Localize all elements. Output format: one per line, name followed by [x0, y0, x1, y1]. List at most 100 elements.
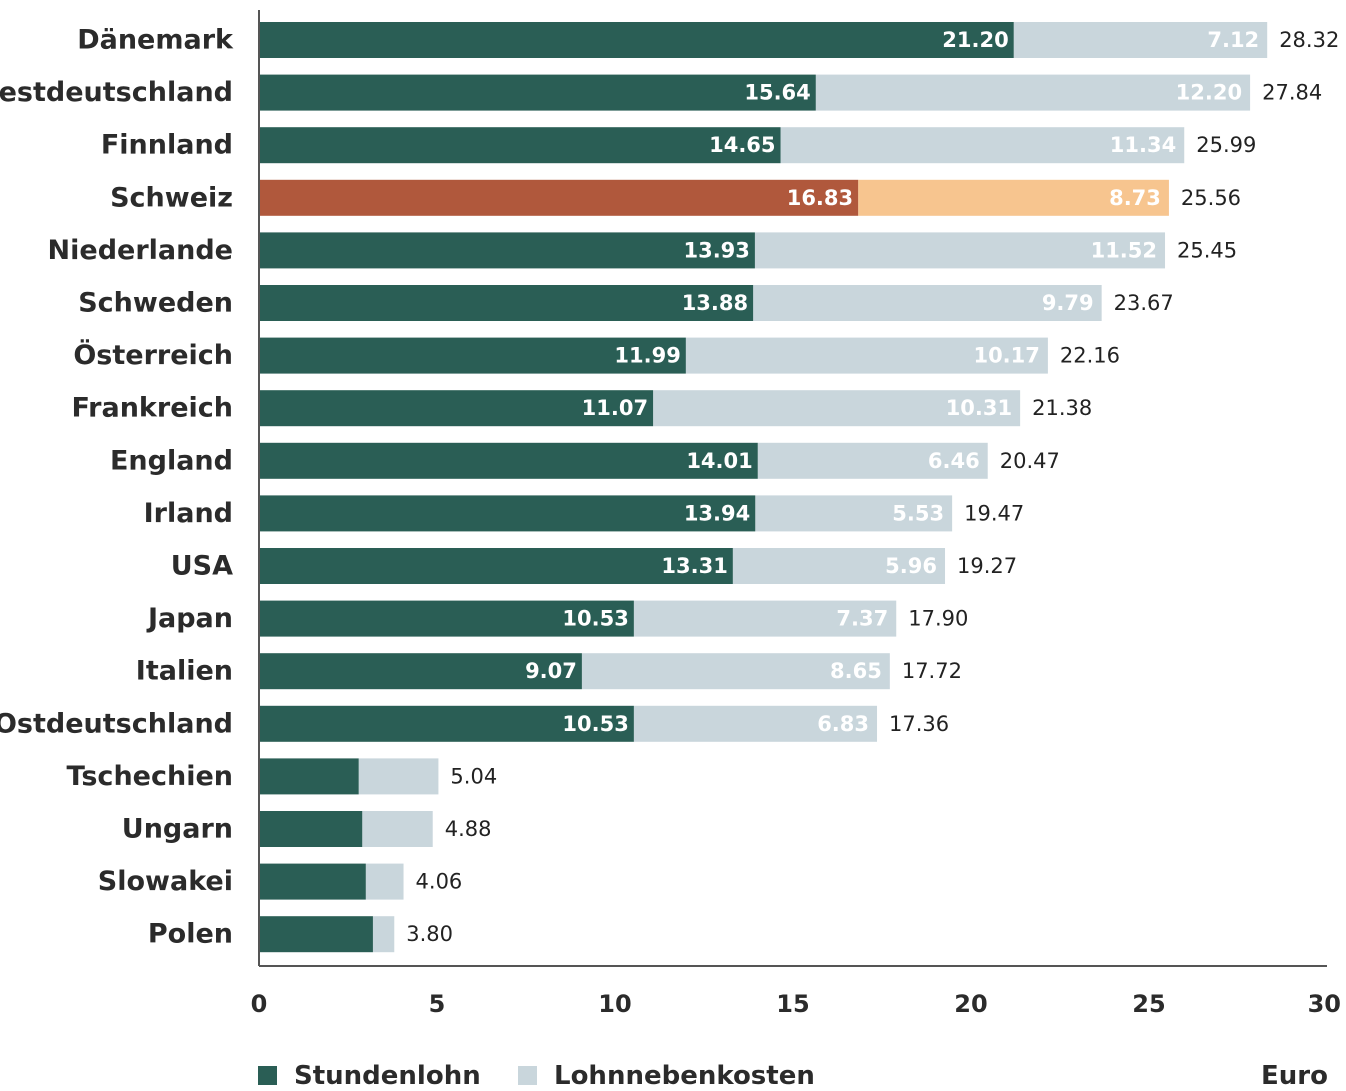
country-label-frankreich: Frankreich [71, 393, 233, 424]
total-label-frankreich: 21.38 [1032, 396, 1092, 420]
bar-stundenlohn-tschechien [259, 758, 359, 795]
value-labels-group: 21.20 7.12 28.32 15.64 12.20 27.84 14.65 11.34 2… [406, 28, 1339, 946]
country-label-irland: Irland [144, 498, 233, 529]
bar-stundenlohn-ungarn [259, 811, 363, 847]
country-label-schweiz: Schweiz [110, 182, 233, 213]
country-label-japan: Japan [146, 603, 233, 634]
value-label-stundenlohn-ostdeutschland: 10.53 [562, 712, 628, 736]
value-label-lohnnebenkosten-finnland: 11.34 [1110, 133, 1176, 157]
value-label-stundenlohn-osterreich: 11.99 [614, 344, 680, 368]
value-label-lohnnebenkosten-frankreich: 10.31 [946, 396, 1012, 420]
total-label-schweiz: 25.56 [1181, 186, 1241, 210]
value-label-stundenlohn-england: 14.01 [686, 449, 752, 473]
bar-stundenlohn-england [259, 442, 758, 479]
value-label-lohnnebenkosten-england: 6.46 [928, 449, 980, 473]
bar-lohnnebenkosten-finnland [780, 127, 1185, 164]
value-label-stundenlohn-danemark: 21.20 [942, 28, 1008, 52]
x-tick-label-10: 10 [598, 990, 631, 1018]
bar-stundenlohn-danemark [259, 22, 1014, 58]
legend-label-stundenlohn: Stundenlohn [294, 1061, 481, 1091]
value-label-lohnnebenkosten-irland: 5.53 [892, 501, 944, 525]
total-label-slowakei: 4.06 [416, 870, 463, 894]
value-label-lohnnebenkosten-italien: 8.65 [830, 659, 882, 683]
bar-stundenlohn-niederlande [259, 232, 755, 269]
total-label-polen: 3.80 [406, 922, 453, 946]
bar-lohnnebenkosten-england [757, 442, 988, 479]
value-label-stundenlohn-westdeutschland: 15.64 [744, 81, 810, 105]
country-label-slowakei: Slowakei [98, 866, 233, 897]
bar-lohnnebenkosten-frankreich [653, 390, 1021, 427]
bars-group [259, 22, 1268, 953]
value-label-lohnnebenkosten-schweden: 9.79 [1042, 291, 1094, 315]
x-tick-label-20: 20 [954, 990, 987, 1018]
bar-stundenlohn-osterreich [259, 337, 686, 374]
country-label-ostdeutschland: Ostdeutschland [0, 708, 233, 739]
bar-stundenlohn-schweiz [259, 179, 859, 216]
bar-stundenlohn-slowakei [259, 863, 366, 900]
bar-lohnnebenkosten-schweiz [858, 179, 1169, 216]
x-tick-labels-group: 0 5 10 15 20 25 30 [251, 990, 1341, 1018]
bar-lohnnebenkosten-ostdeutschland [633, 705, 878, 742]
legend-label-lohnnebenkosten: Lohnnebenkosten [554, 1061, 815, 1091]
total-label-finnland: 25.99 [1196, 133, 1256, 157]
country-label-finnland: Finnland [101, 130, 233, 161]
total-label-osterreich: 22.16 [1060, 344, 1120, 368]
total-label-schweden: 23.67 [1114, 291, 1174, 315]
value-label-lohnnebenkosten-japan: 7.37 [836, 607, 888, 631]
total-label-england: 20.47 [1000, 449, 1060, 473]
value-label-stundenlohn-usa: 13.31 [661, 554, 727, 578]
value-label-lohnnebenkosten-westdeutschland: 12.20 [1176, 81, 1242, 105]
bar-stundenlohn-schweden [259, 285, 754, 321]
total-label-italien: 17.72 [902, 659, 962, 683]
bar-lohnnebenkosten-japan [633, 600, 897, 637]
value-label-lohnnebenkosten-osterreich: 10.17 [973, 344, 1039, 368]
country-label-usa: USA [171, 551, 233, 582]
bar-lohnnebenkosten-ungarn [362, 811, 433, 847]
country-label-italien: Italien [136, 656, 233, 687]
value-label-lohnnebenkosten-danemark: 7.12 [1207, 28, 1259, 52]
value-label-stundenlohn-schweiz: 16.83 [787, 186, 853, 210]
x-tick-label-5: 5 [429, 990, 446, 1018]
x-tick-label-15: 15 [776, 990, 809, 1018]
value-label-lohnnebenkosten-schweiz: 8.73 [1109, 186, 1161, 210]
country-label-ungarn: Ungarn [122, 814, 233, 845]
total-label-tschechien: 5.04 [450, 764, 497, 788]
bar-stundenlohn-japan [259, 600, 634, 637]
country-label-england: England [110, 445, 233, 476]
country-label-niederlande: Niederlande [48, 235, 233, 266]
value-label-stundenlohn-finnland: 14.65 [709, 133, 775, 157]
bar-lohnnebenkosten-irland [755, 495, 953, 532]
country-label-danemark: Dänemark [77, 25, 234, 56]
bar-lohnnebenkosten-italien [581, 653, 890, 690]
bar-stundenlohn-polen [259, 916, 373, 953]
country-labels-group: Dänemark Westdeutschland Finnland Schweiz Ni… [0, 25, 234, 950]
value-label-lohnnebenkosten-niederlande: 11.52 [1091, 238, 1157, 262]
value-label-stundenlohn-irland: 13.94 [684, 501, 750, 525]
country-label-westdeutschland: Westdeutschland [0, 77, 233, 108]
bar-lohnnebenkosten-niederlande [754, 232, 1166, 269]
value-label-stundenlohn-italien: 9.07 [525, 659, 577, 683]
bar-stundenlohn-italien [259, 653, 582, 690]
total-label-niederlande: 25.45 [1177, 238, 1237, 262]
legend-swatch-stundenlohn [258, 1066, 277, 1085]
total-label-ungarn: 4.88 [445, 817, 492, 841]
bar-lohnnebenkosten-danemark [1013, 22, 1268, 58]
value-label-lohnnebenkosten-usa: 5.96 [885, 554, 937, 578]
bar-lohnnebenkosten-usa [732, 548, 946, 584]
total-label-ostdeutschland: 17.36 [889, 712, 949, 736]
country-label-schweden: Schweden [78, 288, 233, 319]
value-label-stundenlohn-frankreich: 11.07 [582, 396, 648, 420]
value-label-stundenlohn-japan: 10.53 [562, 607, 628, 631]
bar-stundenlohn-ostdeutschland [259, 705, 634, 742]
bar-stundenlohn-frankreich [259, 390, 654, 427]
bar-lohnnebenkosten-schweden [753, 285, 1102, 321]
bar-stundenlohn-finnland [259, 127, 781, 164]
bar-stundenlohn-irland [259, 495, 756, 532]
x-tick-label-25: 25 [1132, 990, 1165, 1018]
total-label-usa: 19.27 [957, 554, 1017, 578]
bar-lohnnebenkosten-tschechien [358, 758, 439, 795]
total-label-irland: 19.47 [964, 501, 1024, 525]
total-label-westdeutschland: 27.84 [1262, 81, 1322, 105]
legend-swatch-lohnnebenkosten [518, 1066, 537, 1085]
